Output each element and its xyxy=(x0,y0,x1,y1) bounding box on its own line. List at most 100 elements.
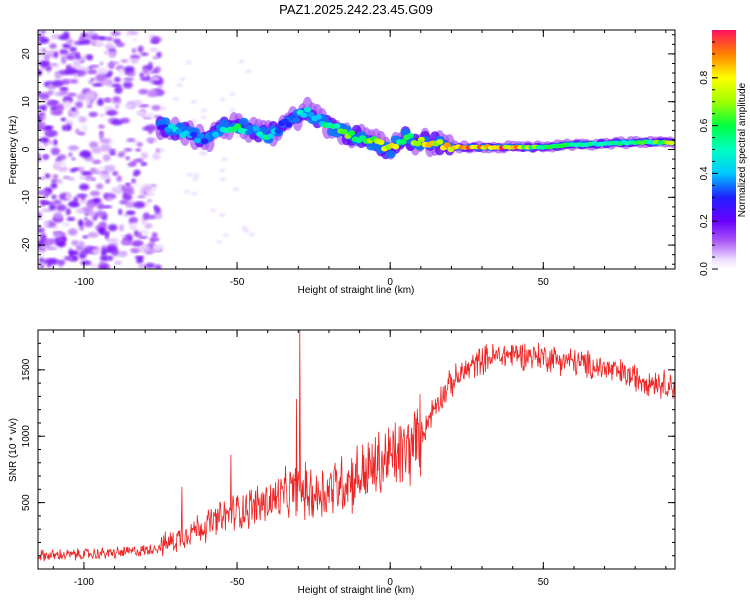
noise-blob xyxy=(110,31,121,36)
noise-blob xyxy=(120,239,130,245)
noise-blob xyxy=(184,189,191,194)
noise-blob xyxy=(143,185,152,192)
noise-blob xyxy=(69,46,77,53)
noise-blob xyxy=(125,104,133,109)
noise-blob xyxy=(132,173,139,177)
noise-blob xyxy=(149,47,159,52)
ridge-core xyxy=(300,112,308,119)
noise-blob xyxy=(125,210,136,216)
noise-blob xyxy=(238,59,245,64)
noise-blob xyxy=(91,248,102,255)
noise-blob xyxy=(99,132,104,141)
noise-blob xyxy=(42,238,54,247)
noise-blob xyxy=(216,240,223,244)
noise-blob xyxy=(138,244,151,253)
noise-blob xyxy=(128,216,138,224)
noise-blob xyxy=(44,129,54,138)
noise-blob xyxy=(75,101,83,109)
noise-blob xyxy=(54,160,67,166)
noise-blob xyxy=(76,93,87,101)
ridge-core xyxy=(414,140,422,147)
noise-blob xyxy=(94,39,104,48)
noise-blob xyxy=(92,197,102,203)
colorbar-strip xyxy=(712,30,736,269)
noise-blob xyxy=(50,33,60,40)
noise-blob xyxy=(172,96,179,101)
noise-blob xyxy=(38,112,46,118)
noise-blob xyxy=(100,144,112,152)
noise-blob xyxy=(53,211,63,220)
noise-blob xyxy=(219,177,226,182)
noise-blob xyxy=(152,56,159,60)
noise-blob xyxy=(39,61,51,68)
noise-blob xyxy=(140,162,148,166)
noise-blob xyxy=(41,104,47,112)
noise-blob xyxy=(41,208,53,213)
noise-blob xyxy=(71,114,82,119)
snr-y-ticks: 500 1000 1500 xyxy=(21,329,675,557)
noise-blob xyxy=(95,73,107,82)
noise-blob xyxy=(95,183,104,190)
noise-blob xyxy=(112,96,121,103)
noise-blob xyxy=(156,51,162,59)
noise-blob xyxy=(115,42,125,48)
noise-blob xyxy=(59,49,69,54)
noise-blob xyxy=(160,106,167,111)
noise-blob xyxy=(100,249,107,257)
noise-blob xyxy=(41,138,50,142)
noise-blob xyxy=(210,208,217,213)
noise-blob xyxy=(68,250,80,256)
noise-blob xyxy=(84,67,90,72)
noise-blob xyxy=(52,79,64,88)
noise-blob xyxy=(122,193,133,201)
noise-blob xyxy=(56,179,63,184)
noise-blob xyxy=(120,59,129,63)
snr-x-label: Height of straight line (km) xyxy=(298,585,415,596)
noise-blob xyxy=(107,224,118,232)
noise-blob xyxy=(146,199,153,203)
noise-blob xyxy=(84,217,88,221)
noise-blob xyxy=(71,107,76,112)
noise-blob xyxy=(78,36,85,42)
ridge-core xyxy=(212,131,220,138)
noise-blob xyxy=(150,76,161,82)
snr-y-label: SNR (10 * v/v) xyxy=(8,418,19,482)
noise-blob xyxy=(140,76,150,82)
x-tick-label: -100 xyxy=(74,277,94,288)
spectrogram-y-ticks: -20 -10 0 10 20 xyxy=(21,34,675,265)
noise-blob xyxy=(52,199,62,205)
ridge-core xyxy=(197,132,205,139)
noise-blob xyxy=(66,92,77,97)
ridge-core xyxy=(252,125,260,132)
noise-blob xyxy=(140,187,145,196)
noise-blob xyxy=(79,150,92,158)
noise-blob xyxy=(77,131,86,136)
noise-blob xyxy=(84,174,93,181)
noise-blob xyxy=(39,264,45,269)
noise-blob xyxy=(54,75,62,79)
noise-blob xyxy=(150,40,159,44)
noise-blob xyxy=(92,83,102,87)
noise-blob xyxy=(118,68,124,75)
colorbar-tick-label: 0.2 xyxy=(699,214,710,228)
noise-blob xyxy=(149,70,157,74)
noise-blob xyxy=(131,222,136,229)
noise-blob xyxy=(50,147,61,156)
noise-blob xyxy=(109,151,116,156)
snr-x-ticks: -100 -50 0 50 xyxy=(52,330,667,588)
noise-blob xyxy=(176,83,183,88)
ridge-core xyxy=(406,132,414,139)
noise-blob xyxy=(52,174,59,180)
noise-blob xyxy=(119,200,128,205)
noise-blob xyxy=(61,78,71,85)
noise-blob xyxy=(131,178,136,183)
noise-blob xyxy=(185,60,192,65)
noise-blob xyxy=(50,62,58,67)
noise-blob xyxy=(133,201,145,209)
ridge-core xyxy=(667,140,675,146)
x-tick-label: -100 xyxy=(74,577,94,588)
noise-blob xyxy=(71,157,76,161)
noise-blob xyxy=(68,200,80,208)
noise-blob xyxy=(87,232,99,238)
